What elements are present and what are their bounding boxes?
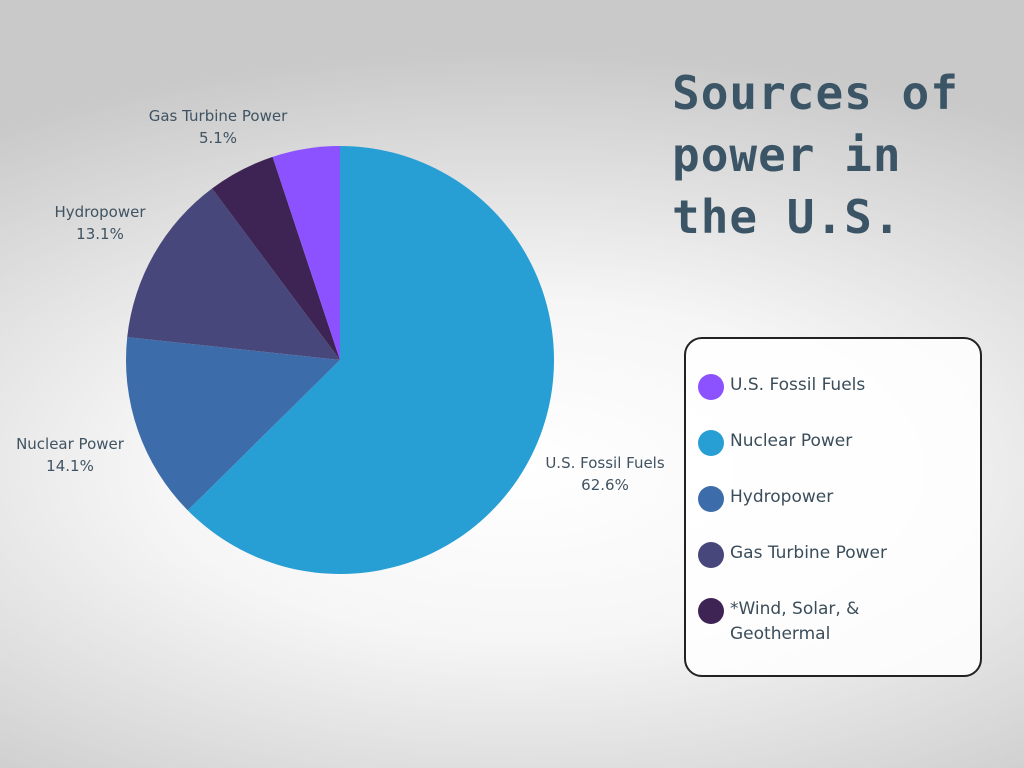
pie-slice [127, 188, 340, 360]
title-line-2: power in [672, 128, 902, 182]
legend-item-fossil: U.S. Fossil Fuels [698, 373, 960, 400]
pie-slices [125, 146, 554, 574]
legend-swatch [698, 430, 724, 456]
pie-slice [187, 146, 554, 574]
legend-label: *Wind, Solar, & Geothermal [730, 599, 860, 644]
slice-value-label: 5.1% [199, 129, 237, 147]
title-line-3: the U.S. [672, 190, 902, 244]
slice-value-label: 62.6% [581, 476, 629, 494]
legend-swatch [698, 598, 724, 624]
slice-value-label: 14.1% [46, 457, 94, 475]
chart-title: Sources of power in the U.S. [672, 62, 1002, 248]
legend-item-gas-turbine: Gas Turbine Power [698, 541, 960, 568]
slice-label: U.S. Fossil Fuels [545, 454, 665, 472]
title-line-1: Sources of [672, 66, 959, 120]
legend-label: Gas Turbine Power [730, 543, 887, 563]
slice-label: Gas Turbine Power [149, 107, 288, 125]
legend-item-nuclear: Nuclear Power [698, 429, 960, 456]
pie-slice [212, 156, 340, 360]
slice-value-label: 13.1% [76, 225, 124, 243]
legend-label: Nuclear Power [730, 431, 853, 451]
slice-label: Hydropower [54, 203, 146, 221]
legend: U.S. Fossil Fuels Nuclear Power Hydropow… [684, 337, 982, 677]
legend-item-hydro: Hydropower [698, 485, 960, 512]
legend-label: Hydropower [730, 487, 834, 507]
legend-swatch [698, 542, 724, 568]
pie-chart: U.S. Fossil Fuels 62.6% Nuclear Power 14.1%… [16, 107, 665, 574]
legend-item-wind-solar: *Wind, Solar, & Geothermal [698, 597, 960, 647]
pie-labels: U.S. Fossil Fuels 62.6% Nuclear Power 14.1%… [16, 107, 665, 494]
legend-swatch [698, 374, 724, 400]
pie-slice [125, 337, 340, 511]
legend-swatch [698, 486, 724, 512]
pie-slice [272, 146, 340, 360]
legend-label: U.S. Fossil Fuels [730, 375, 866, 395]
slice-label: Nuclear Power [16, 435, 125, 453]
